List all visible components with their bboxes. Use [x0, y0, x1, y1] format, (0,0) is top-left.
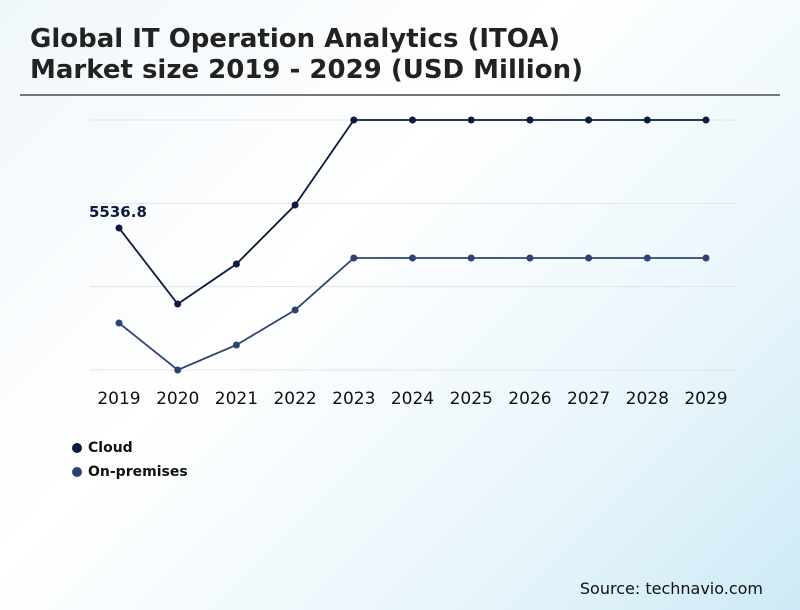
x-tick-label: 2020 [156, 389, 199, 409]
x-tick-label: 2028 [626, 389, 669, 409]
data-point [409, 254, 416, 262]
series-line-cloud [118, 119, 706, 306]
x-tick-label: 2021 [215, 389, 258, 409]
data-label: 5536.8 [89, 203, 147, 221]
legend: Cloud On-premises [72, 436, 188, 484]
title-line-1: Global IT Operation Analytics (ITOA) [30, 24, 561, 54]
data-point [174, 366, 182, 374]
x-tick-label: 2025 [450, 389, 493, 409]
data-point [585, 116, 593, 124]
data-point [409, 116, 416, 124]
data-point [526, 116, 534, 124]
data-point [350, 116, 358, 124]
x-tick-label: 2023 [332, 389, 375, 409]
data-point [115, 224, 123, 232]
x-tick-label: 2022 [273, 389, 316, 409]
data-point [467, 254, 475, 262]
data-point [174, 300, 182, 308]
x-tick-label: 2026 [508, 389, 551, 409]
data-point [467, 116, 475, 124]
legend-label-cloud: Cloud [88, 440, 133, 456]
title-line-2: Market size 2019 - 2029 (USD Million) [30, 55, 583, 85]
legend-item-on-premises: On-premises [72, 460, 188, 484]
data-point [291, 306, 299, 314]
data-point [115, 319, 123, 327]
data-point [643, 116, 651, 124]
data-point [291, 201, 299, 209]
data-point [350, 254, 358, 262]
series-line-on-premises [118, 257, 706, 372]
chart-title: Global IT Operation Analytics (ITOA) Mar… [30, 24, 583, 86]
x-tick-label: 2029 [684, 389, 727, 409]
data-point [702, 116, 710, 124]
legend-marker-on-premises [72, 467, 82, 477]
data-point [232, 341, 240, 349]
legend-label-on-premises: On-premises [88, 464, 188, 480]
data-point [526, 254, 534, 262]
source-credit: Source: technavio.com [579, 579, 763, 598]
legend-marker-cloud [72, 443, 82, 453]
data-point [702, 254, 710, 262]
x-tick-label: 2024 [391, 389, 434, 409]
data-point [232, 260, 240, 268]
x-tick-label: 2019 [97, 389, 140, 409]
data-point [643, 254, 651, 262]
x-tick-label: 2027 [567, 389, 610, 409]
legend-item-cloud: Cloud [72, 436, 188, 460]
title-divider [20, 94, 780, 96]
data-point [585, 254, 593, 262]
